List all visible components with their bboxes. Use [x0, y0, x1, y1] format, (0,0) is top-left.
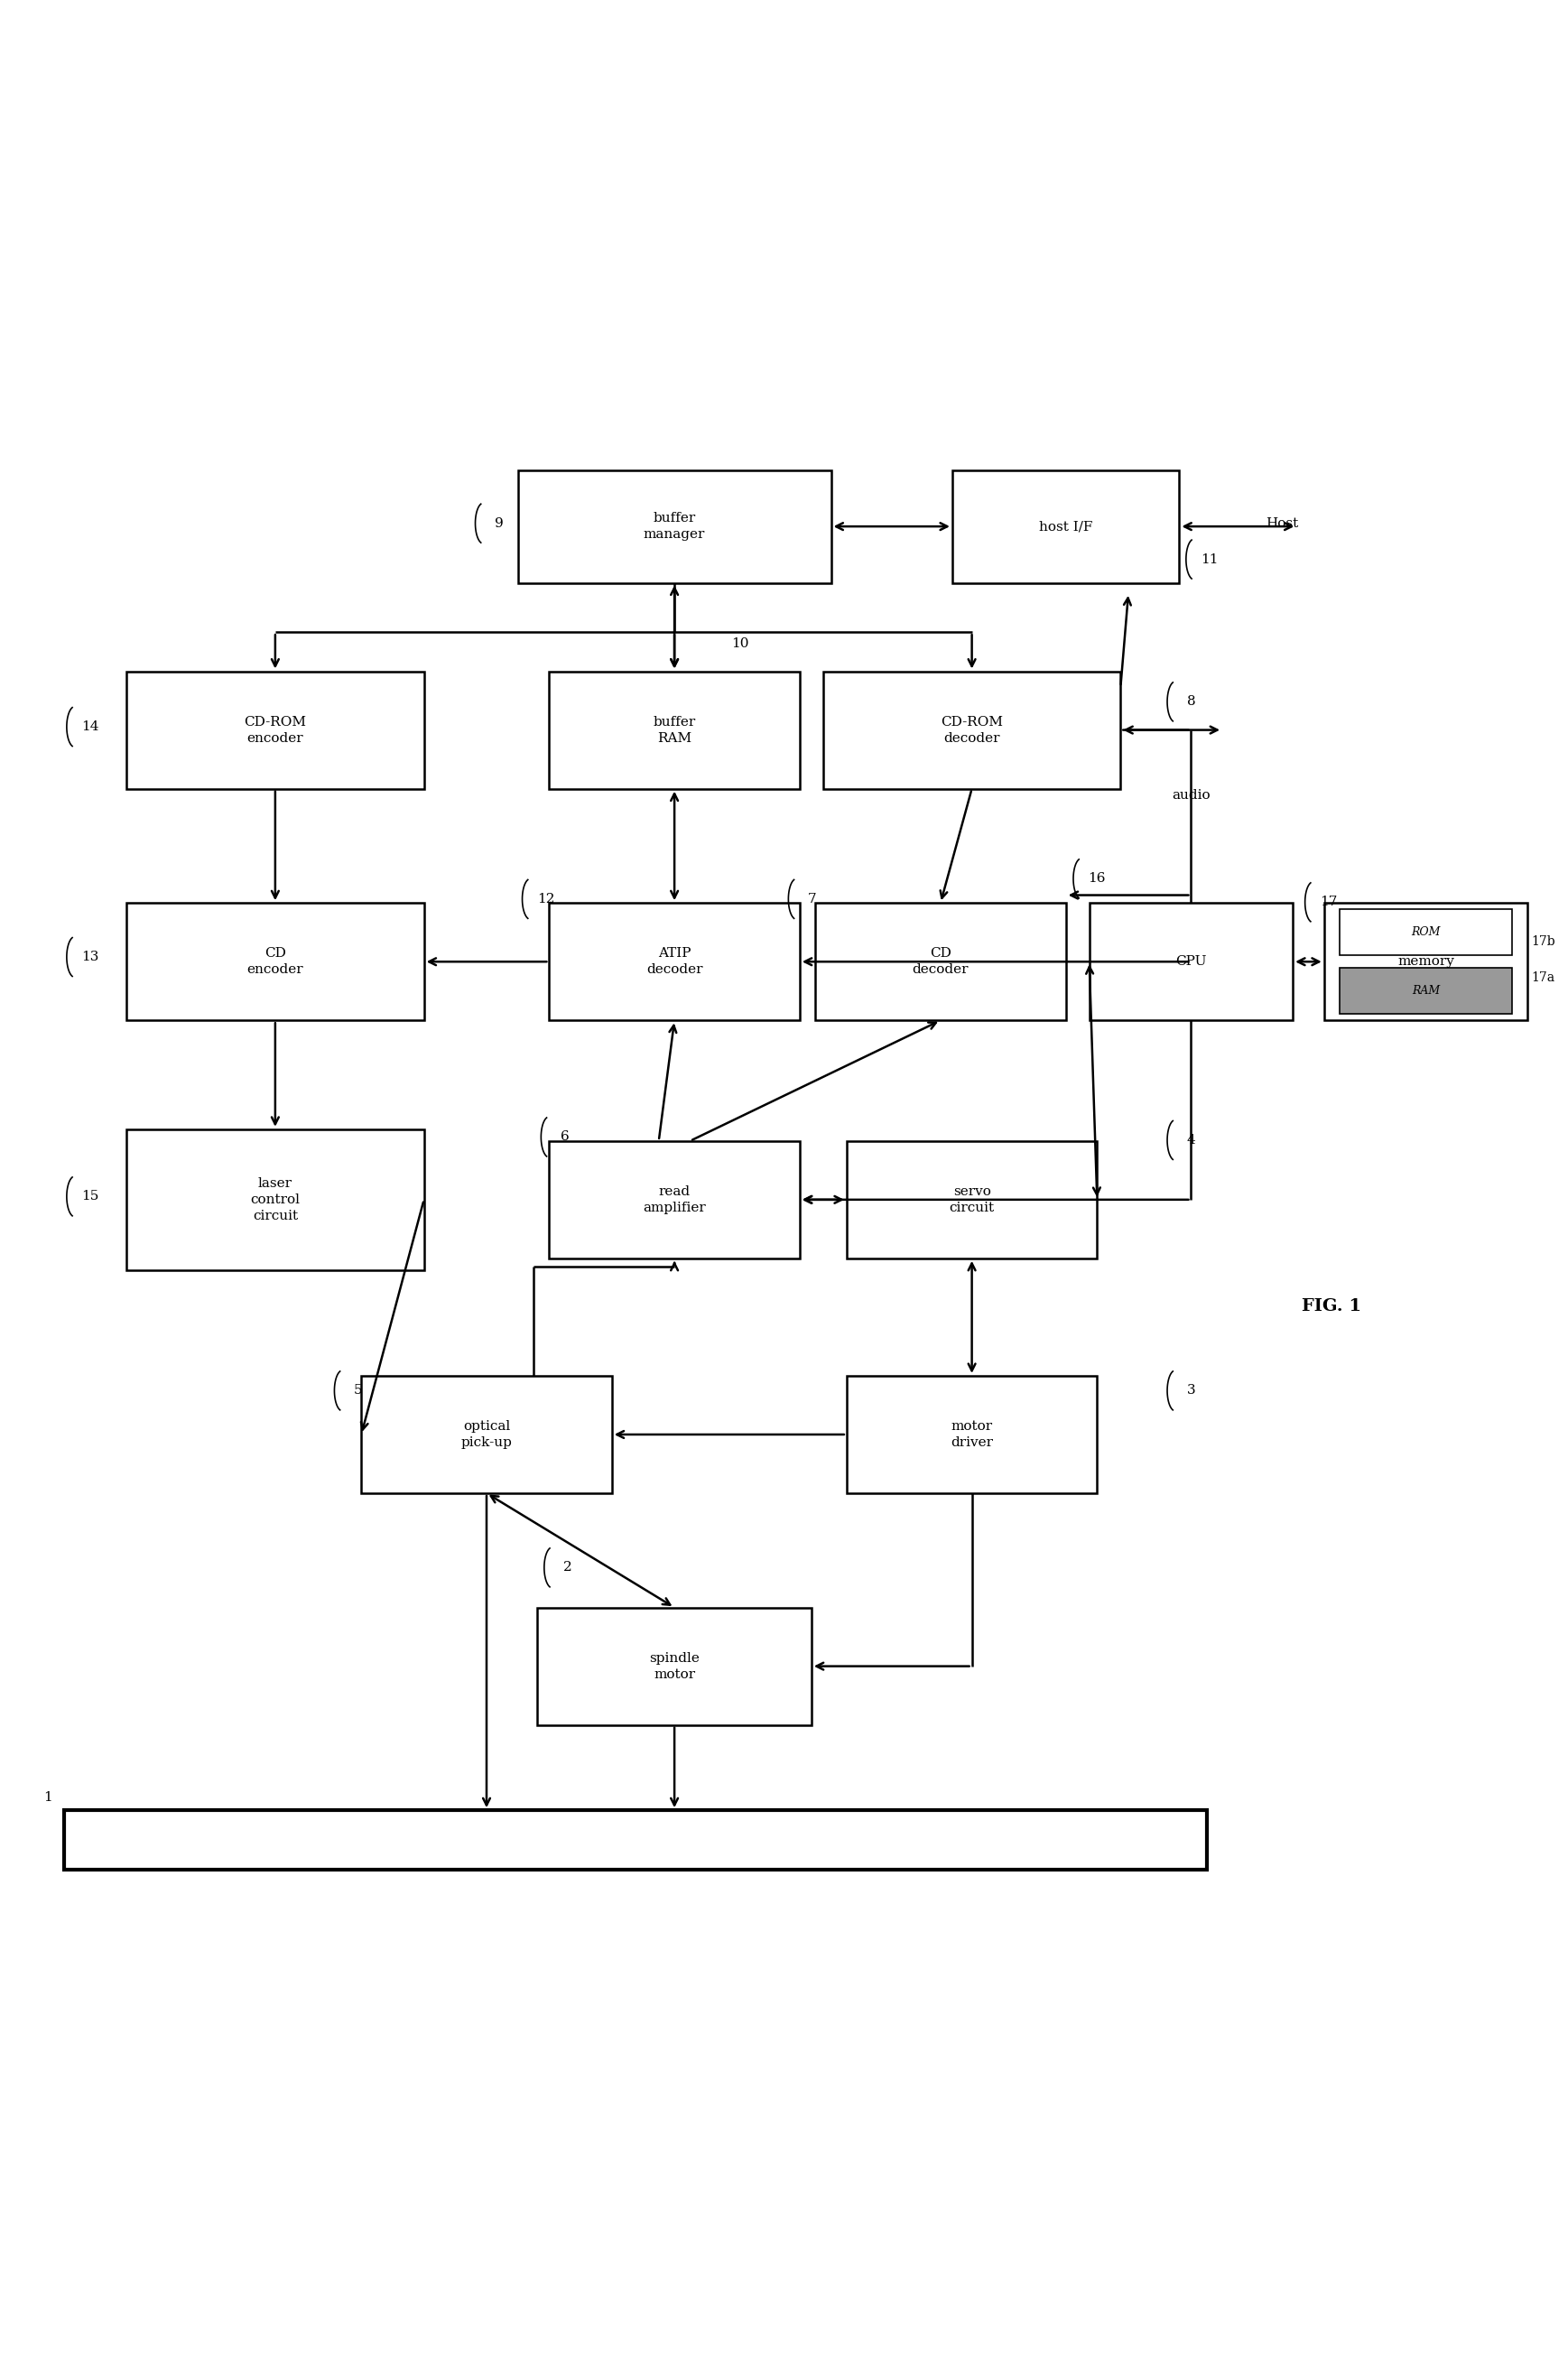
FancyBboxPatch shape [1339, 909, 1512, 954]
Text: 16: 16 [1088, 871, 1105, 886]
Text: read
amplifier: read amplifier [643, 1186, 706, 1215]
Text: spindle
motor: spindle motor [649, 1653, 699, 1681]
Text: 12: 12 [538, 893, 555, 905]
Text: memory: memory [1397, 954, 1454, 969]
Text: ATIP
decoder: ATIP decoder [646, 947, 702, 976]
Text: 1: 1 [44, 1793, 53, 1804]
Text: Host: Host [1265, 516, 1298, 530]
Text: ROM: ROM [1411, 926, 1441, 938]
FancyBboxPatch shape [127, 1130, 423, 1269]
FancyBboxPatch shape [1090, 902, 1292, 1021]
FancyBboxPatch shape [127, 670, 423, 789]
Text: CPU: CPU [1176, 954, 1207, 969]
FancyBboxPatch shape [549, 670, 800, 789]
FancyBboxPatch shape [549, 902, 800, 1021]
FancyBboxPatch shape [549, 1141, 800, 1257]
Text: optical
pick-up: optical pick-up [461, 1421, 513, 1449]
Text: 7: 7 [808, 893, 817, 905]
Text: CD-ROM
decoder: CD-ROM decoder [941, 715, 1004, 744]
Text: FIG. 1: FIG. 1 [1301, 1298, 1361, 1314]
Text: 15: 15 [82, 1191, 99, 1203]
Text: 2: 2 [563, 1561, 572, 1575]
Text: CD
encoder: CD encoder [246, 947, 304, 976]
FancyBboxPatch shape [538, 1608, 811, 1724]
Text: 9: 9 [494, 516, 503, 530]
Text: 4: 4 [1187, 1134, 1195, 1146]
Text: 5: 5 [354, 1385, 362, 1397]
Text: 17: 17 [1320, 895, 1338, 909]
Text: 17b: 17b [1532, 935, 1555, 947]
FancyBboxPatch shape [823, 670, 1121, 789]
Text: 10: 10 [731, 637, 750, 651]
FancyBboxPatch shape [847, 1141, 1098, 1257]
FancyBboxPatch shape [517, 471, 831, 583]
FancyBboxPatch shape [127, 902, 423, 1021]
Text: 13: 13 [82, 950, 99, 964]
Text: 6: 6 [560, 1130, 569, 1144]
FancyBboxPatch shape [1339, 969, 1512, 1014]
Text: buffer
RAM: buffer RAM [654, 715, 696, 744]
Text: CD
decoder: CD decoder [913, 947, 969, 976]
Text: RAM: RAM [1411, 985, 1439, 997]
Text: audio: audio [1171, 789, 1210, 803]
FancyBboxPatch shape [815, 902, 1066, 1021]
Text: servo
circuit: servo circuit [949, 1186, 994, 1215]
FancyBboxPatch shape [847, 1376, 1098, 1494]
Text: motor
driver: motor driver [950, 1421, 993, 1449]
Text: 11: 11 [1201, 554, 1218, 566]
FancyBboxPatch shape [1323, 902, 1527, 1021]
FancyBboxPatch shape [361, 1376, 612, 1494]
Text: 3: 3 [1187, 1385, 1195, 1397]
Text: host I/F: host I/F [1040, 521, 1093, 533]
Text: buffer
manager: buffer manager [643, 511, 706, 540]
Text: laser
control
circuit: laser control circuit [251, 1177, 299, 1222]
Text: 17a: 17a [1532, 971, 1555, 983]
Text: 14: 14 [82, 720, 99, 734]
Text: 8: 8 [1187, 696, 1195, 708]
FancyBboxPatch shape [64, 1809, 1207, 1871]
Text: CD-ROM
encoder: CD-ROM encoder [245, 715, 306, 744]
FancyBboxPatch shape [952, 471, 1179, 583]
